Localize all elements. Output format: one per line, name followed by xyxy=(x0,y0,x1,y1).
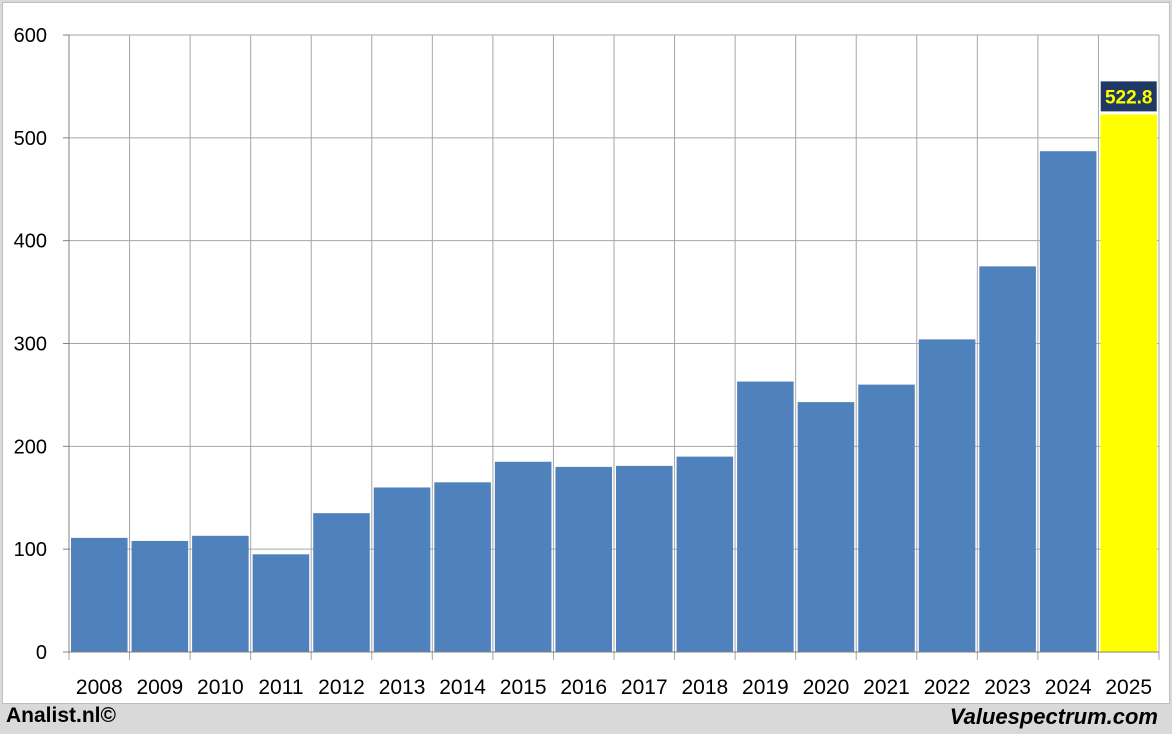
x-tick-label: 2011 xyxy=(258,676,303,699)
y-tick-label: 500 xyxy=(14,128,47,150)
bar-2019 xyxy=(737,381,794,652)
x-tick-label: 2025 xyxy=(1105,676,1152,699)
x-tick-label: 2019 xyxy=(742,676,789,699)
x-tick-label: 2022 xyxy=(924,676,971,699)
bar-2008 xyxy=(71,537,128,652)
bar-2012 xyxy=(313,513,370,652)
y-tick-label: 200 xyxy=(14,436,47,458)
y-tick-label: 400 xyxy=(14,231,47,253)
x-tick-label: 2016 xyxy=(560,676,607,699)
x-tick-label: 2010 xyxy=(197,676,244,699)
y-tick-label: 0 xyxy=(36,642,47,664)
x-tick-label: 2015 xyxy=(500,676,547,699)
bar-2015 xyxy=(494,461,552,652)
bar-2010 xyxy=(192,535,249,652)
bar-2022 xyxy=(918,339,976,652)
x-tick-label: 2021 xyxy=(863,676,910,699)
bar-2013 xyxy=(373,487,431,652)
x-tick-label: 2014 xyxy=(439,676,486,699)
bar-2016 xyxy=(555,466,612,652)
x-tick-label: 2020 xyxy=(803,676,850,699)
chart-frame: 0 100 200 300 400 500 600 2008 2009 2010 2011 2012 2… xyxy=(2,2,1170,704)
x-tick-label: 2023 xyxy=(984,676,1031,699)
bar-2017 xyxy=(616,465,673,652)
y-tick-label: 600 xyxy=(14,25,47,47)
x-tick-label: 2017 xyxy=(621,676,668,699)
x-tick-label: 2024 xyxy=(1045,676,1092,699)
bar-2024 xyxy=(1039,151,1097,652)
bar-chart: 0 100 200 300 400 500 600 2008 2009 2010 2011 2012 2… xyxy=(14,25,1160,699)
y-tick-label: 300 xyxy=(14,334,47,356)
bar-2011 xyxy=(252,554,310,652)
x-tick-label: 2018 xyxy=(681,676,728,699)
data-label-value: 522.8 xyxy=(1105,87,1153,108)
footer-brand-right: Valuespectrum.com xyxy=(949,704,1158,729)
y-tick-label: 100 xyxy=(14,539,47,561)
bar-2025 xyxy=(1100,114,1157,653)
x-tick-label: 2008 xyxy=(76,676,123,699)
bar-2014 xyxy=(434,482,491,652)
bar-2023 xyxy=(979,266,1036,652)
bar-2020 xyxy=(797,402,855,652)
x-tick-label: 2009 xyxy=(136,676,183,699)
x-tick-label: 2013 xyxy=(379,676,426,699)
bar-2021 xyxy=(858,384,915,652)
footer-brand-left: Analist.nl© xyxy=(6,704,116,727)
data-label-box xyxy=(1100,81,1157,112)
x-tick-label: 2012 xyxy=(318,676,365,699)
bar-2009 xyxy=(131,540,189,652)
bar-2018 xyxy=(676,456,734,652)
